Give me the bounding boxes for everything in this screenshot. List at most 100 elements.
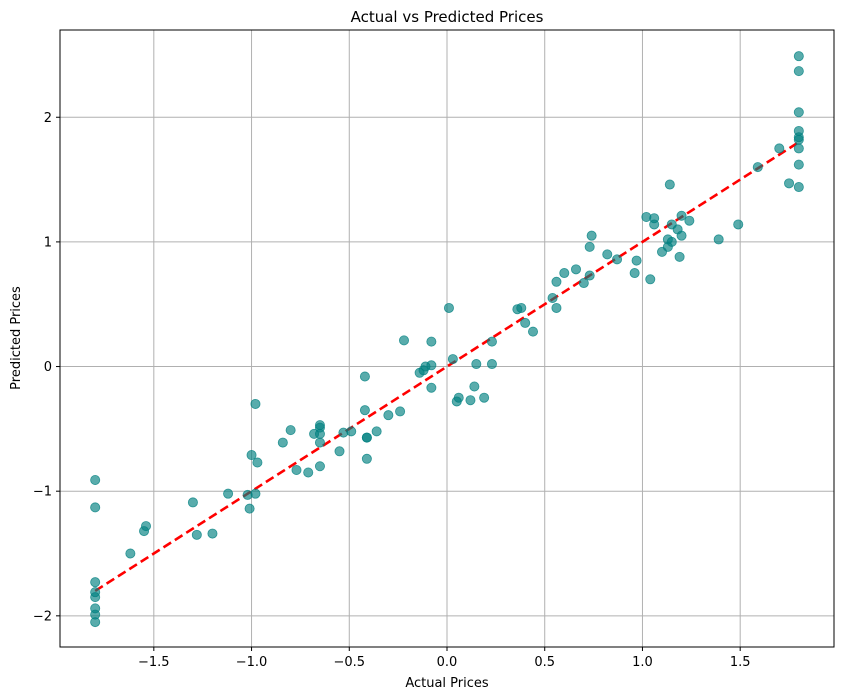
x-tick-label: −1.0	[236, 655, 268, 670]
data-point	[250, 488, 261, 499]
data-point	[246, 450, 257, 461]
data-point	[631, 255, 642, 266]
data-point	[361, 453, 372, 464]
data-point	[584, 270, 595, 281]
data-point	[793, 159, 804, 170]
x-tick-label: 0.0	[437, 655, 458, 670]
data-point	[395, 406, 406, 417]
data-point	[291, 465, 302, 476]
data-point	[453, 392, 464, 403]
data-point	[571, 264, 582, 275]
data-point	[551, 302, 562, 313]
data-point	[361, 432, 372, 443]
data-point	[90, 592, 101, 603]
x-tick-label: 1.0	[632, 655, 653, 670]
data-point	[90, 617, 101, 628]
data-point	[752, 162, 763, 173]
data-point	[559, 268, 570, 279]
data-point	[314, 461, 325, 472]
data-point	[649, 219, 660, 230]
x-tick-label: −1.5	[138, 655, 170, 670]
x-axis-label: Actual Prices	[405, 676, 489, 691]
data-point	[469, 381, 480, 392]
data-point	[187, 497, 198, 508]
data-point	[793, 143, 804, 154]
data-point	[285, 425, 296, 436]
data-point	[674, 251, 685, 262]
data-point	[426, 336, 437, 347]
data-point	[793, 125, 804, 136]
data-point	[447, 354, 458, 365]
x-axis-ticks: −1.5 −1.0 −0.5 0.0 0.5 1.0 1.5	[138, 647, 751, 670]
data-point	[793, 182, 804, 193]
data-point	[528, 326, 539, 337]
data-point	[139, 526, 150, 537]
data-point	[426, 382, 437, 393]
data-point	[784, 178, 795, 189]
data-point	[90, 502, 101, 513]
data-point	[314, 437, 325, 448]
data-point	[676, 230, 687, 241]
data-point	[303, 467, 314, 478]
data-point	[664, 179, 675, 190]
data-point	[471, 359, 482, 370]
data-point	[645, 274, 656, 285]
data-point	[578, 278, 589, 289]
data-point	[612, 254, 623, 265]
data-point	[250, 398, 261, 409]
data-point	[602, 249, 613, 260]
data-points	[90, 51, 804, 628]
data-point	[244, 503, 255, 514]
y-tick-label: 0	[44, 360, 52, 375]
data-point	[426, 360, 437, 371]
data-point	[359, 405, 370, 416]
data-point	[584, 241, 595, 252]
data-point	[334, 446, 345, 457]
data-point	[793, 51, 804, 62]
data-point	[465, 395, 476, 406]
data-point	[666, 236, 677, 247]
data-point	[223, 488, 234, 499]
x-tick-label: 0.5	[534, 655, 555, 670]
y-axis-label: Predicted Prices	[9, 286, 24, 390]
x-tick-label: −0.5	[333, 655, 365, 670]
data-point	[684, 215, 695, 226]
data-point	[676, 210, 687, 221]
data-point	[486, 359, 497, 370]
data-point	[383, 410, 394, 421]
data-point	[90, 577, 101, 588]
data-point	[252, 457, 263, 468]
data-point	[586, 230, 597, 241]
data-point	[793, 66, 804, 77]
data-point	[371, 426, 382, 437]
x-tick-label: 1.5	[730, 655, 751, 670]
data-point	[547, 292, 558, 303]
data-point	[398, 335, 409, 346]
data-point	[191, 529, 202, 540]
data-point	[90, 474, 101, 485]
data-point	[207, 528, 218, 539]
chart-title: Actual vs Predicted Prices	[351, 8, 544, 26]
y-tick-label: 1	[44, 235, 52, 250]
data-point	[516, 302, 527, 313]
data-point	[733, 219, 744, 230]
data-point	[443, 302, 454, 313]
data-point	[359, 371, 370, 382]
data-point	[346, 426, 357, 437]
data-point	[793, 107, 804, 118]
data-point	[314, 428, 325, 439]
data-point	[520, 317, 531, 328]
y-axis-ticks: −2 −1 0 1 2	[33, 111, 60, 624]
data-point	[551, 276, 562, 287]
data-point	[125, 548, 136, 559]
data-point	[479, 392, 490, 403]
data-point	[277, 437, 288, 448]
data-point	[713, 234, 724, 245]
data-point	[486, 336, 497, 347]
y-tick-label: 2	[44, 111, 52, 126]
data-point	[774, 143, 785, 154]
y-tick-label: −1	[33, 485, 52, 500]
data-point	[629, 268, 640, 279]
grid	[60, 30, 834, 647]
